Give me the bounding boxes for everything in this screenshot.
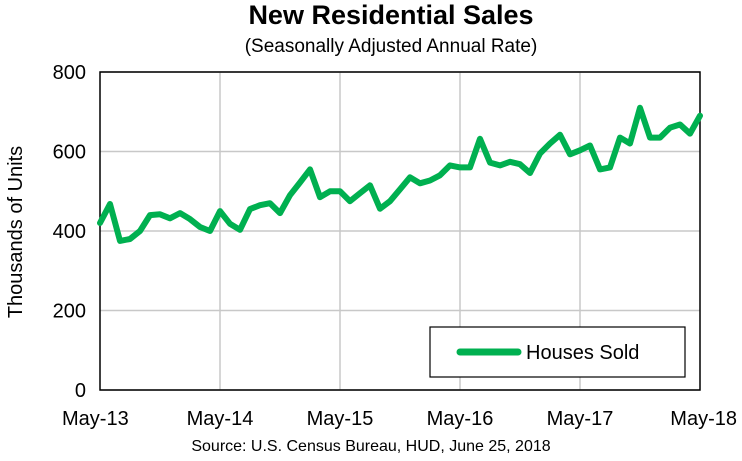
chart-title: New Residential Sales <box>248 0 534 30</box>
y-tick-label: 0 <box>75 380 86 402</box>
y-tick-label: 600 <box>53 142 86 164</box>
x-tick-label: May-14 <box>187 408 254 430</box>
x-tick-label: May-18 <box>670 408 737 430</box>
y-axis-ticks: 0 200 400 600 800 <box>53 62 86 402</box>
x-tick-label: May-15 <box>307 408 374 430</box>
x-tick-label: May-17 <box>547 408 614 430</box>
y-tick-label: 400 <box>53 221 86 243</box>
y-tick-label: 200 <box>53 301 86 323</box>
y-tick-label: 800 <box>53 62 86 84</box>
legend: Houses Sold <box>429 326 686 378</box>
x-axis-ticks: May-13 May-14 May-15 May-16 May-17 May-18 <box>62 408 737 430</box>
series-lines <box>97 104 703 244</box>
legend-label: Houses Sold <box>526 342 639 364</box>
source-note: Source: U.S. Census Bureau, HUD, June 25… <box>191 438 551 455</box>
series-line-houses-sold <box>97 104 703 244</box>
x-tick-label: May-16 <box>427 408 494 430</box>
y-axis-label: Thousands of Units <box>5 146 27 318</box>
x-tick-label: May-13 <box>62 408 129 430</box>
chart-subtitle: (Seasonally Adjusted Annual Rate) <box>244 36 538 57</box>
plot-frame <box>99 71 701 391</box>
